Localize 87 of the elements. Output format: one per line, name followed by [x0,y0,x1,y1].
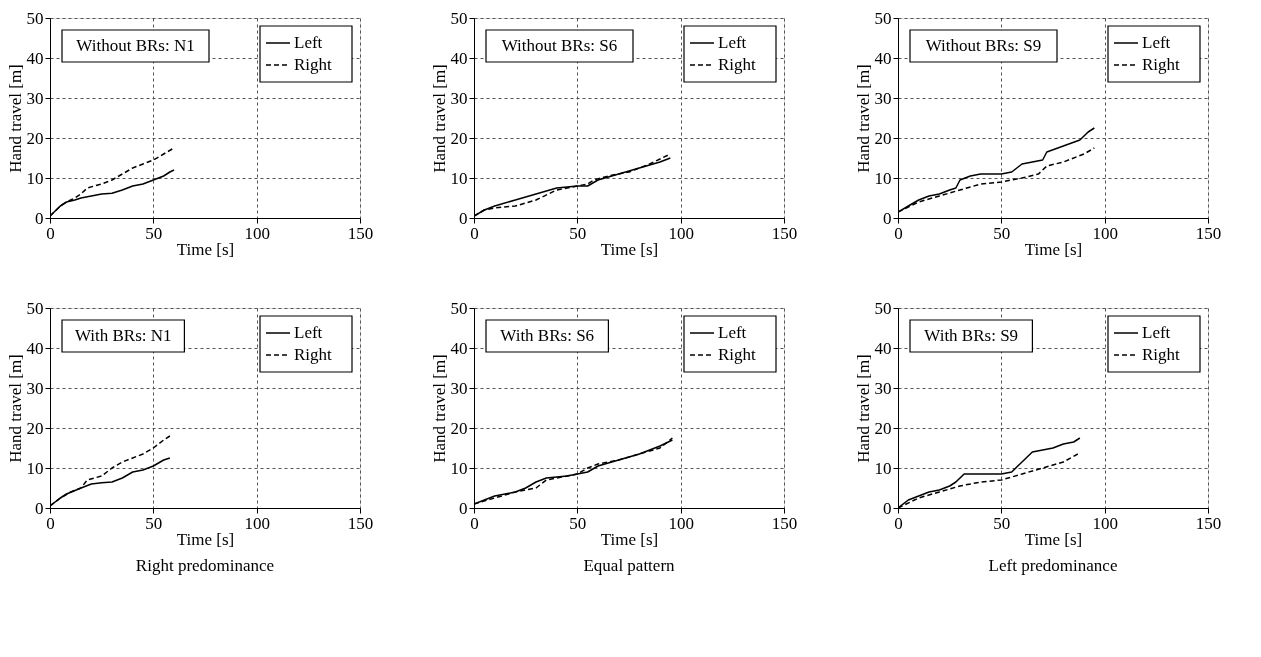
text: With BRs: S9 [924,326,1019,345]
y-tick-label: 30 [450,88,468,108]
y-tick-label: 10 [26,458,44,478]
y-tick-label: 40 [26,338,44,358]
legend-label: Right [718,55,757,74]
y-tick-label: 30 [26,378,44,398]
legend-label: Left [1142,323,1171,342]
y-tick-label: 20 [26,128,44,148]
legend-label: Right [1142,55,1181,74]
x-tick-label: 100 [668,223,694,243]
y-tick-label: 0 [459,208,468,228]
legend-label: Left [718,323,747,342]
y-axis-title: Hand travel [m] [429,354,449,463]
y-tick-label: 10 [450,168,468,188]
text: With BRs: N1 [74,326,172,345]
y-tick-label: 10 [874,458,892,478]
text: Left predominance [988,556,1118,575]
y-tick-label: 20 [450,418,468,438]
x-axis-title: Time [s] [1024,529,1083,549]
y-tick-label: 0 [35,208,44,228]
x-tick-label: 150 [1195,513,1222,533]
x-tick-label: 100 [1092,513,1118,533]
legend-label: Right [294,55,333,74]
legend-label: Right [718,345,757,364]
x-axis-title: Time [s] [176,529,235,549]
text: Without BRs: S9 [925,36,1042,55]
y-tick-label: 40 [874,338,892,358]
y-tick-label: 40 [450,338,468,358]
y-tick-label: 50 [450,298,468,318]
legend-label: Right [294,345,333,364]
y-tick-label: 20 [450,128,468,148]
x-axis-title: Time [s] [1024,239,1083,259]
y-tick-label: 50 [26,8,44,28]
text: Without BRs: N1 [76,36,195,55]
y-tick-label: 10 [874,168,892,188]
y-axis-title: Hand travel [m] [853,354,873,463]
legend-label: Left [1142,33,1171,52]
y-tick-label: 10 [450,458,468,478]
y-axis-title: Hand travel [m] [429,64,449,173]
x-tick-label: 100 [668,513,694,533]
y-tick-label: 30 [26,88,44,108]
y-tick-label: 50 [450,8,468,28]
x-tick-label: 100 [244,223,270,243]
y-tick-label: 50 [874,298,892,318]
x-tick-label: 50 [993,223,1011,243]
legend-label: Left [294,323,323,342]
x-tick-label: 150 [771,513,798,533]
x-tick-label: 50 [145,513,163,533]
x-tick-label: 150 [771,223,798,243]
y-tick-label: 50 [874,8,892,28]
x-tick-label: 50 [993,513,1011,533]
legend-label: Left [294,33,323,52]
y-tick-label: 40 [874,48,892,68]
legend-label: Right [1142,345,1181,364]
x-axis-title: Time [s] [176,239,235,259]
x-tick-label: 100 [244,513,270,533]
y-axis-title: Hand travel [m] [853,64,873,173]
y-tick-label: 40 [26,48,44,68]
y-tick-label: 0 [459,498,468,518]
text: Right predominance [135,556,275,575]
y-axis-title: Hand travel [m] [5,354,25,463]
x-axis-title: Time [s] [600,529,659,549]
text: With BRs: S6 [500,326,595,345]
y-tick-label: 20 [874,128,892,148]
y-tick-label: 0 [35,498,44,518]
x-tick-label: 50 [569,513,587,533]
y-tick-label: 40 [450,48,468,68]
x-tick-label: 100 [1092,223,1118,243]
y-tick-label: 30 [450,378,468,398]
x-tick-label: 50 [569,223,587,243]
text: Without BRs: S6 [501,36,618,55]
y-tick-label: 0 [883,208,892,228]
legend-label: Left [718,33,747,52]
y-tick-label: 10 [26,168,44,188]
y-tick-label: 20 [26,418,44,438]
x-tick-label: 150 [347,513,374,533]
y-axis-title: Hand travel [m] [5,64,25,173]
y-tick-label: 30 [874,88,892,108]
x-tick-label: 150 [1195,223,1222,243]
y-tick-label: 20 [874,418,892,438]
y-tick-label: 50 [26,298,44,318]
x-axis-title: Time [s] [600,239,659,259]
text: Equal pattern [583,556,676,575]
y-tick-label: 30 [874,378,892,398]
y-tick-label: 0 [883,498,892,518]
x-tick-label: 50 [145,223,163,243]
x-tick-label: 150 [347,223,374,243]
